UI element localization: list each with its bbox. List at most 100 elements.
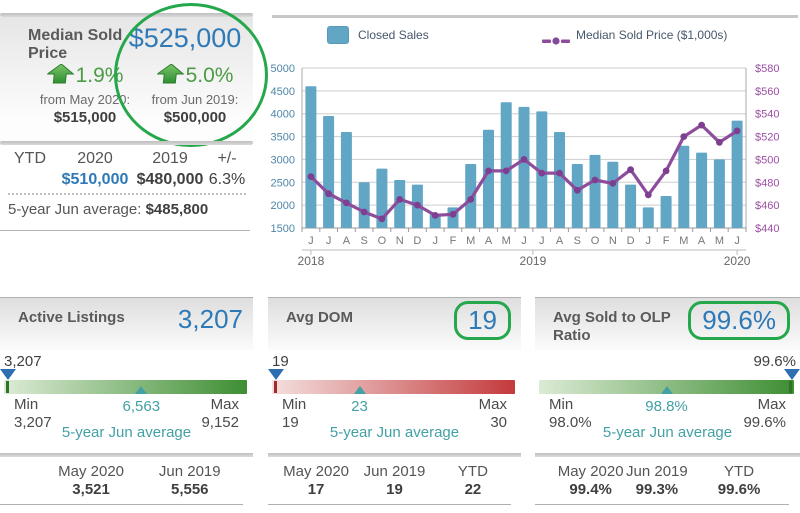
median-price-point: [431, 212, 439, 219]
closed-sales-bar: [518, 106, 530, 228]
history-period-value: 17: [307, 481, 325, 498]
ytd-value-2020: $510,000: [61, 171, 129, 188]
month-label: S: [574, 235, 581, 247]
history-period-value: 99.3%: [635, 481, 679, 498]
ytd-diff-header: +/-: [217, 150, 237, 167]
month-label: A: [698, 235, 706, 247]
min-label: Min: [14, 396, 39, 413]
closed-sales-bar: [340, 132, 352, 228]
median-price-point: [485, 167, 492, 175]
median-price-point: [449, 210, 457, 218]
gauge-value-circled: 99.6%: [688, 301, 790, 340]
range-gradient-bar: [272, 380, 515, 394]
median-price-point: [627, 166, 634, 174]
median-price-legend-glyph: [542, 33, 570, 51]
avg-sold-to-olp-panel: Avg Sold to OLP Ratio 99.6% 99.6% Min Max 98.…: [535, 297, 800, 513]
closed-sales-bar: [554, 132, 565, 228]
closed-sales-bar: [429, 214, 441, 228]
month-label: J: [432, 235, 438, 247]
left-axis-tick: 1500: [271, 223, 295, 235]
month-label: O: [591, 235, 600, 247]
min-value: 3,207: [14, 414, 52, 431]
median-price-point: [325, 190, 332, 198]
history-divider: [0, 453, 253, 457]
median-price-point: [644, 191, 652, 199]
month-over-month-stat: 1.9% from May 2020: $515,000: [26, 62, 144, 126]
month-label: A: [485, 235, 493, 247]
ytd-year-1: 2020: [77, 150, 113, 167]
left-axis-tick: 3500: [271, 132, 295, 144]
ytd-value-2019: $480,000: [136, 171, 204, 188]
panel-bottom-border: [535, 504, 790, 505]
median-price-point: [609, 180, 617, 187]
median-panel-title: Median Sold Price: [28, 27, 123, 63]
history-period-label: YTD: [724, 463, 755, 480]
closed-sales-bar: [713, 159, 725, 228]
closed-sales-legend-label: Closed Sales: [358, 28, 429, 42]
year-label: 2020: [724, 254, 751, 265]
median-price-point: [591, 176, 599, 184]
panel-mid-divider: [0, 141, 253, 145]
closed-sales-bar: [642, 207, 654, 228]
closed-sales-bar: [625, 184, 637, 228]
current-value-marker-icon: [0, 369, 16, 380]
median-price-point: [733, 127, 741, 135]
mom-percent: 1.9%: [75, 64, 124, 87]
month-label: A: [556, 235, 564, 247]
history-period-label: Jun 2019: [158, 463, 221, 480]
month-label: F: [663, 235, 670, 247]
median-price-point: [414, 201, 421, 209]
min-label: Min: [549, 396, 574, 413]
average-marker-icon: [135, 386, 148, 394]
month-label: M: [679, 235, 688, 247]
month-label: S: [361, 235, 368, 247]
left-axis-tick: 2000: [271, 200, 295, 212]
left-axis-tick: 3000: [271, 154, 295, 166]
current-value-marker-icon: [268, 369, 284, 380]
median-sold-price-panel: Median Sold Price $525,000 1.9% from May…: [0, 3, 268, 232]
panel-top-divider: [0, 13, 253, 17]
median-price-point: [396, 196, 404, 203]
right-axis-tick: $540: [755, 109, 779, 121]
month-label: A: [343, 235, 351, 247]
month-label: M: [466, 235, 475, 247]
panel-top-border: [0, 297, 253, 298]
max-value: 30: [490, 414, 507, 431]
closed-sales-bar: [536, 111, 548, 228]
gauge-title: Avg DOM: [286, 309, 353, 326]
median-price-point: [502, 167, 510, 175]
highlight-circle: [114, 3, 268, 147]
gauge-value: 3,207: [177, 304, 243, 334]
history-period-label: May 2020: [557, 463, 624, 480]
current-value-tick: [6, 381, 9, 393]
history-period-value: 3,521: [72, 481, 110, 498]
current-value-label: 3,207: [4, 353, 42, 370]
right-axis-tick: $480: [755, 177, 779, 189]
median-price-point: [538, 169, 546, 177]
panel-bottom-border: [0, 504, 243, 505]
left-axis-tick: 5000: [271, 63, 295, 75]
month-label: D: [627, 235, 635, 247]
history-period-value: 5,556: [170, 481, 209, 498]
chart-top-divider: [272, 15, 798, 18]
panel-header-background: [535, 298, 800, 350]
month-label: N: [396, 235, 404, 247]
max-label: Max: [757, 396, 786, 413]
right-axis-tick: $560: [755, 86, 779, 98]
median-price-point: [378, 215, 386, 223]
closed-sales-legend-swatch: [327, 26, 349, 44]
history-period-label: Jun 2019: [363, 463, 426, 480]
panel-top-border: [268, 297, 521, 298]
mom-value: $515,000: [53, 109, 117, 126]
median-price-point: [698, 121, 705, 129]
median-price-point: [360, 208, 368, 216]
median-price-point: [716, 138, 723, 146]
ytd-diff-value: 6.3%: [208, 171, 246, 188]
min-value: 98.0%: [549, 414, 592, 431]
five-year-average-value: $485,800: [145, 201, 209, 218]
closed-sales-chart-section: 1500 $440 2000 $460 2500 $480 3000 $500 3500 $520…: [270, 13, 800, 265]
right-axis-tick: $580: [755, 63, 779, 75]
closed-sales-bar: [323, 116, 335, 228]
up-arrow-icon: [45, 62, 75, 89]
